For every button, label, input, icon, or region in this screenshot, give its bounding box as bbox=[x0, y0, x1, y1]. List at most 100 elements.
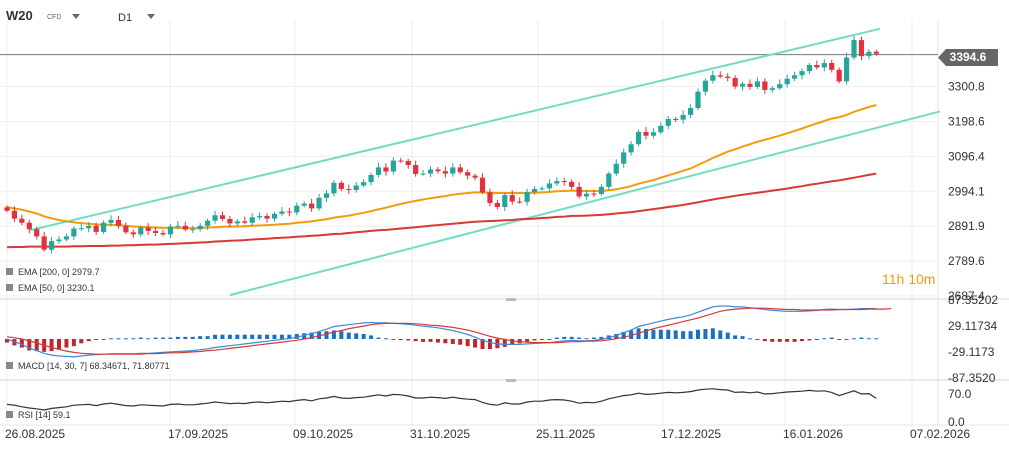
macd-histogram-bar bbox=[814, 339, 819, 340]
ema50-line bbox=[6, 104, 877, 230]
macd-histogram-bar bbox=[874, 338, 879, 340]
channel-lower-line bbox=[229, 110, 941, 297]
candle-body bbox=[48, 241, 55, 250]
macd-histogram-bar bbox=[131, 338, 136, 340]
price-axis-tick: 2789.6 bbox=[948, 254, 985, 268]
current-price-tag: 3394.6 bbox=[938, 49, 998, 66]
macd-histogram-bar bbox=[64, 339, 69, 348]
macd-histogram-bar bbox=[123, 338, 128, 340]
macd-legend[interactable]: MACD [14, 30, 7] 68.34671, 71.80771 bbox=[6, 361, 170, 371]
candle-body bbox=[301, 203, 307, 206]
ema50-legend-text: EMA [50, 0] 3230.1 bbox=[18, 283, 95, 293]
macd-histogram-bar bbox=[599, 336, 604, 339]
macd-histogram-bar bbox=[324, 331, 329, 339]
ema50-legend-icon bbox=[6, 284, 13, 291]
candle-body bbox=[153, 230, 159, 233]
symbol-dropdown-icon[interactable] bbox=[72, 14, 80, 19]
macd-histogram-bar bbox=[146, 338, 151, 340]
candle-body bbox=[606, 173, 612, 187]
candle-body bbox=[56, 239, 62, 242]
candle-body bbox=[368, 174, 374, 183]
candle-body bbox=[829, 62, 835, 70]
candle-body bbox=[279, 211, 285, 214]
candle-body bbox=[843, 57, 850, 82]
macd-histogram-bar bbox=[532, 339, 537, 341]
macd-histogram-bar bbox=[748, 338, 752, 340]
macd-histogram-bar bbox=[465, 339, 470, 347]
macd-histogram-bar bbox=[658, 329, 663, 339]
candle-body bbox=[138, 227, 144, 235]
candle-body bbox=[41, 236, 47, 250]
symbol-label[interactable]: W20 bbox=[6, 8, 33, 23]
macd-histogram-bar bbox=[785, 339, 790, 342]
candle-body bbox=[78, 228, 84, 230]
candle-body bbox=[531, 188, 538, 193]
candle-body bbox=[271, 213, 278, 219]
candle-body bbox=[569, 181, 575, 187]
candle-body bbox=[509, 195, 515, 202]
macd-histogram-bar bbox=[621, 331, 626, 339]
candle-body bbox=[717, 75, 723, 77]
candle-body bbox=[108, 220, 114, 223]
macd-histogram-bar bbox=[101, 339, 106, 340]
candle-body bbox=[309, 203, 315, 209]
macd-histogram-bar bbox=[480, 339, 485, 350]
rsi-legend[interactable]: RSI [14] 59.1 bbox=[6, 410, 71, 420]
candle-body bbox=[725, 76, 731, 78]
candle-body bbox=[613, 163, 619, 174]
candle-body bbox=[286, 211, 292, 213]
candle-body bbox=[413, 165, 419, 174]
candle-body bbox=[19, 218, 25, 223]
ema200-legend[interactable]: EMA [200, 0] 2979.7 bbox=[6, 267, 100, 277]
macd-histogram-bar bbox=[302, 333, 307, 339]
macd-histogram-bar bbox=[227, 334, 232, 339]
macd-histogram-bar bbox=[733, 335, 738, 339]
candle-body bbox=[316, 197, 322, 209]
candle-body bbox=[63, 236, 70, 240]
time-axis-tick: 25.11.2025 bbox=[536, 427, 595, 441]
macd-histogram-bar bbox=[822, 338, 827, 340]
candle-body bbox=[814, 65, 820, 68]
candle-body bbox=[93, 225, 99, 232]
candle-body bbox=[524, 192, 530, 202]
time-axis-tick: 17.12.2025 bbox=[661, 427, 721, 441]
symbol-tag: CFD bbox=[47, 14, 62, 21]
macd-histogram-bar bbox=[369, 335, 374, 339]
candle-body bbox=[353, 185, 359, 190]
candle-body bbox=[739, 83, 746, 87]
macd-histogram-bar bbox=[562, 336, 567, 339]
candle-body bbox=[442, 171, 448, 174]
macd-axis-tick: 87.35202 bbox=[948, 293, 998, 307]
macd-histogram-bar bbox=[71, 339, 76, 347]
macd-histogram-bar bbox=[5, 339, 9, 343]
macd-histogram-bar bbox=[428, 339, 433, 342]
macd-histogram-bar bbox=[629, 330, 634, 339]
pane-resize-handle[interactable] bbox=[506, 298, 516, 301]
macd-histogram-bar bbox=[577, 337, 582, 339]
timeframe-label[interactable]: D1 bbox=[118, 12, 133, 24]
macd-histogram-bar bbox=[421, 339, 426, 342]
macd-histogram-bar bbox=[413, 339, 418, 342]
rsi-line bbox=[6, 388, 877, 411]
macd-histogram-bar bbox=[837, 339, 842, 340]
macd-histogram-bar bbox=[487, 339, 492, 350]
candle-body bbox=[873, 51, 879, 54]
macd-histogram-bar bbox=[346, 332, 351, 339]
macd-histogram-bar bbox=[740, 336, 745, 339]
price-axis-tick: 3096.4 bbox=[948, 149, 985, 163]
macd-histogram-bar bbox=[287, 334, 292, 339]
timeframe-dropdown-icon[interactable] bbox=[147, 14, 155, 19]
macd-histogram-bar bbox=[361, 333, 366, 339]
candle-body bbox=[123, 225, 129, 233]
macd-histogram-bar bbox=[829, 337, 834, 339]
macd-histogram-bar bbox=[762, 339, 767, 342]
candle-body bbox=[695, 91, 701, 109]
rsi-axis-tick: 70.0 bbox=[948, 387, 972, 401]
candle-body bbox=[405, 160, 411, 166]
macd-histogram-bar bbox=[94, 339, 99, 340]
candle-body bbox=[472, 175, 478, 178]
macd-histogram-bar bbox=[279, 334, 284, 339]
pane-resize-handle[interactable] bbox=[506, 379, 516, 382]
ema50-legend[interactable]: EMA [50, 0] 3230.1 bbox=[6, 283, 95, 293]
